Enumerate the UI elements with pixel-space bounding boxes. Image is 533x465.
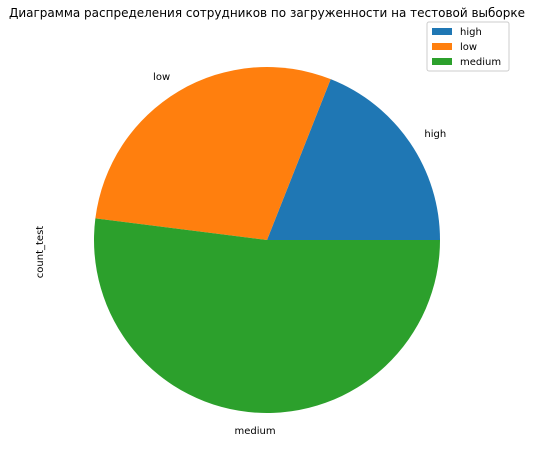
legend-swatch-2: [432, 58, 452, 65]
legend-swatch-0: [432, 28, 452, 35]
legend-label-1: low: [460, 42, 477, 53]
legend-swatch-1: [432, 43, 452, 50]
legend: high low medium: [426, 21, 510, 72]
slice-label-high: high: [424, 129, 446, 140]
slice-label-low: low: [153, 72, 170, 83]
legend-label-0: high: [460, 27, 482, 38]
pie-slice-low: [95, 67, 331, 241]
y-axis-label: count_test: [35, 226, 46, 278]
chart-title: Диаграмма распределения сотрудников по з…: [9, 6, 525, 20]
slice-labels: high low medium: [153, 72, 446, 437]
pie-slice-high: [267, 79, 440, 240]
slice-label-medium: medium: [234, 426, 275, 437]
pie-slice-medium: [94, 218, 440, 413]
pie-slices: [94, 67, 440, 413]
legend-label-2: medium: [460, 57, 501, 68]
